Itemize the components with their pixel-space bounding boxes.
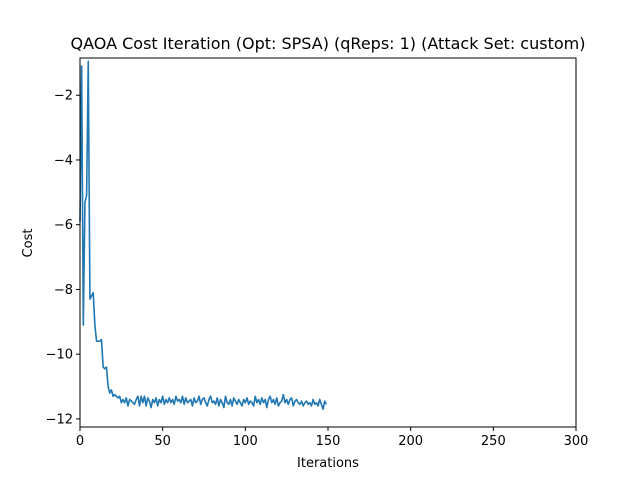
x-tick-label: 300 — [564, 434, 589, 449]
x-tick-label: 200 — [398, 434, 423, 449]
x-tick-label: 0 — [76, 434, 84, 449]
y-axis-label: Cost — [21, 229, 36, 258]
axis-ticks: 0 50 100 150 200 250 300 −12 −10 −8 −6 −4 −2 — [46, 89, 589, 449]
y-tick-label: −6 — [54, 218, 73, 233]
x-tick-label: 100 — [233, 434, 258, 449]
x-tick-label: 50 — [154, 434, 171, 449]
axes-frame — [79, 57, 577, 428]
x-axis-label: Iterations — [297, 456, 359, 471]
y-tick-label: −12 — [46, 412, 73, 427]
cost-series-line — [79, 60, 328, 411]
y-tick-label: −4 — [54, 153, 73, 168]
y-tick-label: −8 — [54, 283, 73, 298]
chart-title: QAOA Cost Iteration (Opt: SPSA) (qReps: … — [71, 34, 586, 53]
y-tick-label: −10 — [46, 348, 73, 363]
x-tick-label: 250 — [481, 434, 506, 449]
y-tick-label: −2 — [54, 89, 73, 104]
plot-area — [79, 60, 328, 411]
x-tick-label: 150 — [316, 434, 341, 449]
